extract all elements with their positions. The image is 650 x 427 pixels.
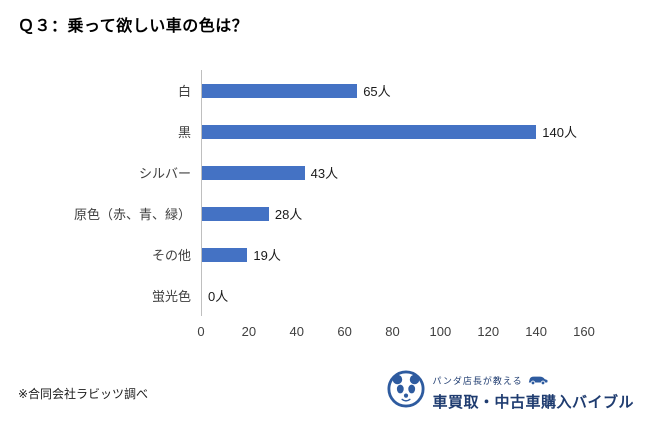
- page-title: Ｑ３：乗って欲しい車の色は？: [18, 18, 249, 35]
- chart-plot: 白 65人黒 140人シルバー 43人原色（赤、青、緑） 28人その他 19人蛍光色 0人: [18, 70, 584, 316]
- bar: [202, 247, 248, 262]
- bar-area: 0人: [201, 275, 584, 316]
- bar-area: 43人: [201, 152, 584, 193]
- bar: [202, 206, 269, 221]
- value-label: 28人: [274, 207, 303, 222]
- category-label: その他: [151, 248, 191, 263]
- x-axis: 0 20 40 60 80 100 120 140 160: [197, 322, 594, 346]
- x-tick-label: 140: [525, 324, 547, 339]
- bar-area: 65人: [201, 70, 584, 111]
- chart-row: その他 19人: [18, 234, 584, 275]
- logo-tagline: パンダ店長が教える: [432, 376, 523, 386]
- x-tick-label: 0: [197, 324, 205, 339]
- x-tick-label: 40: [289, 324, 304, 339]
- panda-icon: [387, 370, 426, 413]
- chart-row: 白 65人: [18, 70, 584, 111]
- chart-row: シルバー 43人: [18, 152, 584, 193]
- category-label: シルバー: [138, 166, 191, 181]
- logo-title: 車買取・中古車購入バイブル: [432, 393, 634, 411]
- bar: [202, 83, 358, 98]
- x-tick-label: 20: [241, 324, 257, 339]
- value-label: 0人: [208, 289, 229, 304]
- site-logo: パンダ店長が教える 車買取・中古車購入バイブル: [387, 370, 634, 413]
- chart-row: 黒 140人: [18, 111, 584, 152]
- x-tick-label: 120: [477, 324, 500, 339]
- chart-row: 蛍光色 0人: [18, 275, 584, 316]
- chart-row: 原色（赤、青、緑） 28人: [18, 193, 584, 234]
- bar: [202, 124, 537, 139]
- logo-text: パンダ店長が教える 車買取・中古車購入バイブル: [432, 372, 634, 412]
- x-tick-label: 160: [573, 324, 595, 339]
- category-label: 原色（赤、青、緑）: [73, 207, 191, 222]
- value-label: 140人: [542, 125, 577, 140]
- x-tick-label: 100: [429, 324, 452, 339]
- value-label: 43人: [310, 166, 339, 181]
- x-tick-label: 60: [337, 324, 352, 339]
- bar-chart: 白 65人黒 140人 シルバー 43人 原色（赤、青、緑） 28人 その他 19人 蛍光色 0人 …: [18, 70, 595, 346]
- bar-area: 28人: [201, 193, 584, 234]
- car-icon: [527, 372, 549, 390]
- value-label: 19人: [253, 248, 281, 263]
- source-note: ※合同会社ラビッツ調べ: [18, 387, 149, 401]
- x-tick-label: 80: [385, 324, 400, 339]
- category-label: 蛍光色: [151, 289, 191, 304]
- value-label: 65人: [363, 84, 391, 99]
- bar: [202, 165, 305, 180]
- bar-area: 140人: [201, 111, 584, 152]
- category-label: 黒: [177, 125, 191, 140]
- category-label: 白: [177, 84, 191, 99]
- bar-area: 19人: [201, 234, 584, 275]
